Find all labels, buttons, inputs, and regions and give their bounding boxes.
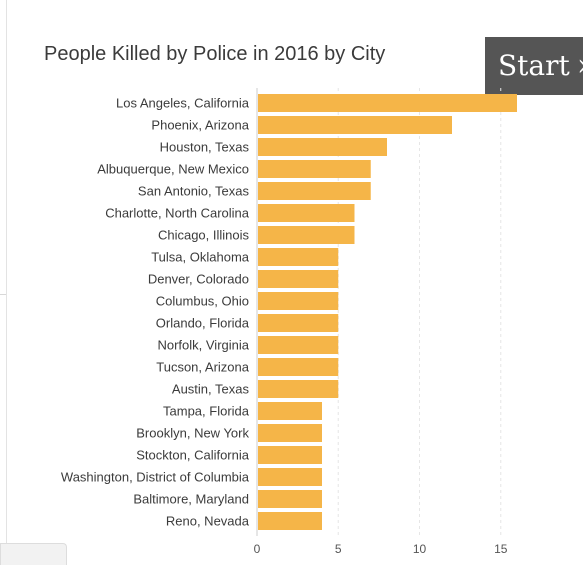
- start-button-label: Start: [498, 49, 570, 82]
- bar: [258, 424, 322, 442]
- chart-title: People Killed by Police in 2016 by City: [44, 43, 386, 65]
- bar: [258, 468, 322, 486]
- bar: [258, 292, 339, 310]
- bar: [258, 226, 355, 244]
- tick-layer: 0 5 10 15: [254, 542, 508, 556]
- chevron-right-icon: ›: [577, 37, 583, 95]
- category-label: Denver, Colorado: [148, 272, 249, 287]
- category-label: Houston, Texas: [160, 140, 250, 155]
- category-label: Albuquerque, New Mexico: [97, 162, 249, 177]
- bar: [258, 358, 339, 376]
- category-label: Norfolk, Virginia: [157, 338, 249, 353]
- x-tick-label: 10: [413, 542, 427, 556]
- bar: [258, 512, 322, 530]
- category-label: Orlando, Florida: [156, 316, 250, 331]
- category-label: Tampa, Florida: [163, 404, 250, 419]
- bar: [258, 446, 322, 464]
- category-label: Tucson, Arizona: [156, 360, 250, 375]
- bar: [258, 138, 387, 156]
- bar: [258, 94, 517, 112]
- bar: [258, 116, 452, 134]
- bar: [258, 336, 339, 354]
- category-label: Los Angeles, California: [116, 96, 250, 111]
- bar: [258, 402, 322, 420]
- label-layer: Los Angeles, California Phoenix, Arizona H…: [61, 96, 250, 529]
- category-label: Austin, Texas: [172, 382, 250, 397]
- category-label: Chicago, Illinois: [158, 228, 250, 243]
- bar: [258, 490, 322, 508]
- category-label: Charlotte, North Carolina: [105, 206, 250, 221]
- bar: [258, 314, 339, 332]
- category-label: Stockton, California: [136, 448, 249, 463]
- bar-layer: [258, 94, 517, 530]
- bar: [258, 380, 339, 398]
- bar: [258, 182, 371, 200]
- category-label: Baltimore, Maryland: [133, 492, 249, 507]
- bottom-tab[interactable]: [0, 543, 67, 565]
- category-label: Columbus, Ohio: [156, 294, 249, 309]
- left-border-line: [6, 0, 7, 548]
- category-label: San Antonio, Texas: [138, 184, 250, 199]
- category-label: Reno, Nevada: [166, 514, 250, 529]
- x-tick-label: 5: [335, 542, 342, 556]
- category-label: Washington, District of Columbia: [61, 470, 250, 485]
- x-tick-label: 0: [254, 542, 261, 556]
- bar: [258, 248, 339, 266]
- bar: [258, 270, 339, 288]
- x-tick-label: 15: [494, 542, 508, 556]
- left-border-tick: [0, 294, 6, 295]
- category-label: Brooklyn, New York: [136, 426, 249, 441]
- start-button[interactable]: Start ›: [485, 37, 583, 95]
- category-label: Phoenix, Arizona: [151, 118, 249, 133]
- bar: [258, 204, 355, 222]
- bar: [258, 160, 371, 178]
- category-label: Tulsa, Oklahoma: [151, 250, 250, 265]
